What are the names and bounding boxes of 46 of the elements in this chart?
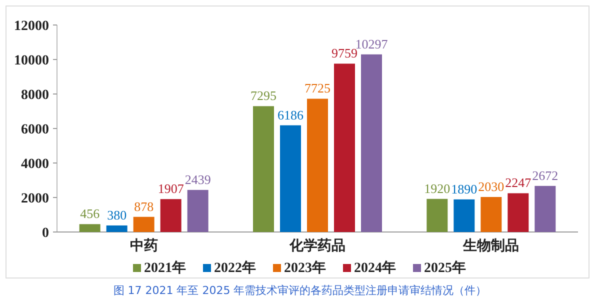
data-label: 380 — [107, 207, 127, 222]
bar — [534, 186, 556, 232]
bar — [106, 225, 128, 232]
bar — [187, 190, 208, 232]
data-label: 2247 — [505, 175, 532, 190]
x-tick-label: 生物制品 — [462, 238, 520, 254]
bar — [334, 64, 355, 232]
bar — [307, 98, 328, 232]
y-tick-label: 6000 — [21, 122, 49, 138]
bar — [253, 106, 274, 232]
data-label: 1907 — [158, 181, 184, 196]
data-label: 2672 — [532, 168, 558, 183]
y-tick-label: 12000 — [14, 19, 49, 34]
x-tick-label: 化学药品 — [288, 238, 346, 254]
data-label: 2030 — [478, 178, 504, 194]
y-tick-label: 8000 — [21, 88, 49, 103]
data-label: 10297 — [355, 36, 388, 52]
bar — [133, 216, 154, 232]
bar — [280, 125, 301, 232]
data-label: 7725 — [304, 80, 330, 96]
data-label: 9759 — [332, 46, 358, 61]
y-tick-label: 10000 — [14, 54, 49, 68]
bar — [508, 193, 529, 232]
data-label: 878 — [134, 198, 154, 214]
bar — [454, 199, 475, 232]
data-label: 1920 — [424, 180, 450, 196]
bar — [361, 54, 382, 232]
y-tick-label: 4000 — [21, 157, 49, 172]
legend-label: 2024年 — [354, 260, 396, 276]
bar — [426, 198, 448, 232]
y-tick-label: 2000 — [21, 192, 49, 206]
legend-label: 2021年 — [144, 260, 186, 276]
bar — [79, 224, 100, 232]
bar — [480, 196, 502, 232]
x-tick-label: 中药 — [130, 238, 158, 254]
legend-label: 2023年 — [284, 260, 326, 276]
data-label: 456 — [80, 206, 100, 222]
caption: 图 17 2021 年至 2025 年需技术审评的各药品类型注册申请审结情况（件） — [113, 284, 487, 297]
y-tick-label: 0 — [42, 226, 49, 241]
legend-label: 2022年 — [214, 260, 256, 276]
data-label: 2439 — [184, 172, 211, 187]
legend-label: 2025年 — [424, 260, 466, 276]
data-label: 7295 — [250, 88, 276, 104]
data-label: 6186 — [278, 107, 304, 122]
bar — [160, 199, 182, 232]
data-label: 1890 — [451, 181, 478, 196]
